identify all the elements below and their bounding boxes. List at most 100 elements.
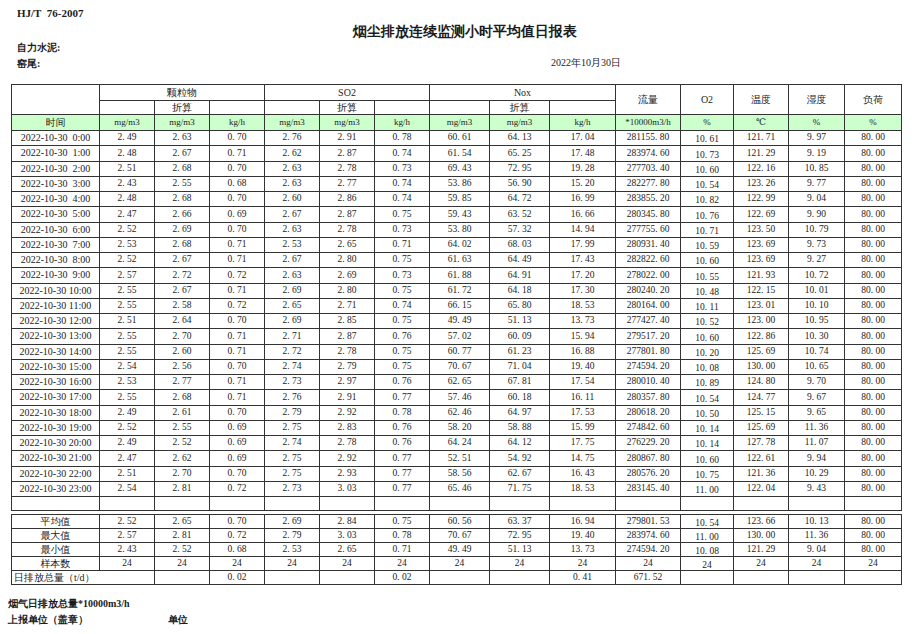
summary-value-cell: 0. 68: [210, 543, 265, 557]
time-cell: 2022-10-30 17:00: [12, 390, 100, 405]
value-cell: 2. 72: [265, 344, 320, 359]
value-cell: 2. 73: [265, 481, 320, 496]
value-cell: 0. 76: [375, 420, 430, 435]
value-cell: 2. 55: [155, 176, 210, 191]
value-cell: 10. 30: [789, 329, 845, 344]
value-cell: 80. 00: [845, 161, 902, 176]
value-cell: 0. 75: [375, 359, 430, 374]
value-cell: 2. 62: [155, 451, 210, 466]
time-cell: 2022-10-30 4:00: [12, 192, 100, 207]
summary-value-cell: 2. 81: [155, 529, 210, 543]
empty-row: [12, 497, 902, 511]
daily-total-cell: [265, 571, 320, 585]
value-cell: 64. 97: [490, 405, 550, 420]
value-cell: 2. 69: [265, 283, 320, 298]
value-cell: 80. 00: [845, 420, 902, 435]
value-cell: 0. 70: [210, 405, 265, 420]
time-cell: 2022-10-30 11:00: [12, 298, 100, 313]
table-row: 2022-10-30 18:002. 492. 610. 702. 792. 9…: [12, 405, 902, 420]
value-cell: 16. 88: [550, 344, 616, 359]
summary-value-cell: 2. 53: [265, 543, 320, 557]
value-cell: 0. 72: [210, 298, 265, 313]
value-cell: 10. 95: [789, 314, 845, 329]
daily-total-cell: [845, 571, 902, 585]
value-cell: 19. 28: [550, 161, 616, 176]
value-cell: 2. 55: [100, 390, 155, 405]
value-cell: 58. 20: [430, 420, 490, 435]
time-cell: 2022-10-30 19:00: [12, 420, 100, 435]
value-cell: 0. 71: [210, 237, 265, 252]
value-cell: 2. 78: [320, 161, 375, 176]
value-cell: 9. 77: [789, 176, 845, 191]
value-cell: 125. 15: [734, 405, 789, 420]
value-cell: 280867. 80: [616, 451, 681, 466]
value-cell: 10. 50: [681, 405, 734, 420]
value-cell: 2. 69: [320, 268, 375, 283]
value-cell: 123. 50: [734, 222, 789, 237]
group-nox: Nox: [430, 85, 616, 101]
summary-value-cell: 0. 75: [375, 515, 430, 529]
value-cell: 2. 71: [320, 298, 375, 313]
time-cell: 2022-10-30 21:00: [12, 451, 100, 466]
value-cell: 51. 13: [490, 314, 550, 329]
value-cell: 17. 53: [550, 405, 616, 420]
value-cell: 9. 70: [789, 375, 845, 390]
value-cell: 2. 78: [320, 222, 375, 237]
value-cell: 2. 60: [155, 344, 210, 359]
value-cell: 9. 73: [789, 237, 845, 252]
table-row: 2022-10-30 15:002. 542. 560. 702. 742. 7…: [12, 359, 902, 374]
value-cell: 0. 68: [210, 176, 265, 191]
value-cell: 64. 18: [490, 283, 550, 298]
value-cell: 10. 76: [681, 207, 734, 222]
value-cell: 2. 55: [100, 329, 155, 344]
summary-value-cell: 70. 67: [430, 529, 490, 543]
value-cell: 277801. 80: [616, 344, 681, 359]
table-row: 2022-10-30 21:002. 472. 620. 692. 752. 9…: [12, 451, 902, 466]
value-cell: 80. 00: [845, 481, 902, 496]
value-cell: 10. 14: [681, 436, 734, 451]
value-cell: 2. 97: [320, 375, 375, 390]
value-cell: 57. 02: [430, 329, 490, 344]
report-title: 烟尘排放连续监测小时平均值日报表: [8, 24, 914, 39]
value-cell: 125. 69: [734, 420, 789, 435]
daily-total-cell: 0. 02: [375, 571, 430, 585]
summary-value-cell: 123. 66: [734, 515, 789, 529]
summary-value-cell: 2. 43: [100, 543, 155, 557]
unit-humidity: %: [789, 115, 845, 131]
value-cell: 0. 76: [375, 329, 430, 344]
summary-value-cell: 11. 00: [681, 529, 734, 543]
time-cell: 2022-10-30 2:00: [12, 161, 100, 176]
value-cell: 0. 71: [210, 283, 265, 298]
value-cell: 2. 92: [320, 451, 375, 466]
value-cell: 122. 16: [734, 161, 789, 176]
value-cell: 62. 65: [430, 375, 490, 390]
value-cell: 2. 68: [155, 192, 210, 207]
value-cell: 0. 73: [375, 161, 430, 176]
value-cell: 2. 87: [320, 207, 375, 222]
value-cell: 49. 49: [430, 314, 490, 329]
value-cell: 80. 00: [845, 253, 902, 268]
value-cell: 122. 15: [734, 283, 789, 298]
unit-pm-kgh: kg/h: [210, 115, 265, 131]
value-cell: 0. 75: [375, 253, 430, 268]
value-cell: 2. 71: [265, 329, 320, 344]
standard-code: HJ/T 76-2007: [17, 8, 83, 19]
value-cell: 52. 51: [430, 451, 490, 466]
value-cell: 121. 36: [734, 466, 789, 481]
value-cell: 65. 25: [490, 146, 550, 161]
value-cell: 2. 69: [265, 314, 320, 329]
value-cell: 2. 51: [100, 161, 155, 176]
value-cell: 2. 61: [155, 405, 210, 420]
summary-value-cell: 24: [155, 557, 210, 571]
value-cell: 124. 80: [734, 375, 789, 390]
summary-value-cell: 51. 13: [490, 543, 550, 557]
time-cell: 2022-10-30 20:00: [12, 436, 100, 451]
value-cell: 2. 91: [320, 390, 375, 405]
value-cell: 2. 47: [100, 207, 155, 222]
summary-label: 最小值: [12, 543, 100, 557]
summary-value-cell: 24: [430, 557, 490, 571]
value-cell: 9. 04: [789, 192, 845, 207]
daily-total-row: 日排放总量（t/d）0. 020. 020. 41671. 52: [12, 571, 902, 585]
time-cell: 2022-10-30 7:00: [12, 237, 100, 252]
value-cell: 2. 51: [100, 314, 155, 329]
